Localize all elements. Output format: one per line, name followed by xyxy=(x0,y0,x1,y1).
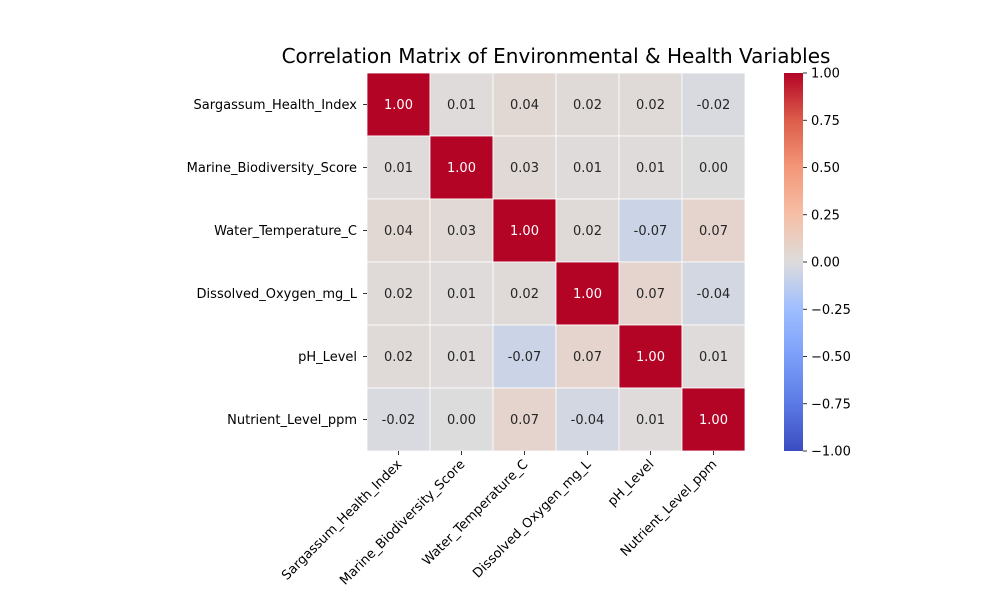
heatmap-cell xyxy=(366,72,431,137)
heatmap-cell-value: 0.00 xyxy=(447,413,476,428)
x-axis-tick-label: pH_Level xyxy=(605,457,657,509)
colorbar-tick-label: 0.25 xyxy=(811,208,840,223)
heatmap-cell-value: -0.02 xyxy=(697,98,731,113)
heatmap-cell-value: 0.01 xyxy=(636,161,665,176)
heatmap-cell-value: 1.00 xyxy=(384,98,413,113)
heatmap-cell-value: 1.00 xyxy=(699,413,728,428)
heatmap-cell xyxy=(618,387,683,452)
heatmap-cell-value: 0.02 xyxy=(573,224,602,239)
heatmap-cell-value: 0.03 xyxy=(447,224,476,239)
heatmap-cell xyxy=(618,261,683,326)
heatmap-cell xyxy=(555,324,620,389)
heatmap-cell-value: -0.07 xyxy=(634,224,668,239)
heatmap-cell-value: 0.07 xyxy=(573,350,602,365)
heatmap-cell-value: 0.07 xyxy=(699,224,728,239)
colorbar-tick-label: 0.50 xyxy=(811,161,840,176)
heatmap-cell-value: 0.02 xyxy=(636,98,665,113)
heatmap-cell-value: 1.00 xyxy=(573,287,602,302)
heatmap-cell xyxy=(429,198,494,263)
heatmap-cell xyxy=(366,261,431,326)
heatmap-cell xyxy=(366,198,431,263)
x-axis-tick-label: Water_Temperature_C xyxy=(420,457,532,569)
heatmap-cell-value: 0.00 xyxy=(699,161,728,176)
heatmap-cell xyxy=(681,324,746,389)
colorbar-tick-label: −1.00 xyxy=(811,445,851,460)
heatmap-cell-value: 0.01 xyxy=(447,287,476,302)
x-axis-tick-labels: Sargassum_Health_IndexMarine_Biodiversit… xyxy=(279,451,720,588)
heatmap-cell-value: 1.00 xyxy=(510,224,539,239)
colorbar-tick-label: −0.25 xyxy=(811,303,851,318)
x-axis-tick-label: Sargassum_Health_Index xyxy=(279,457,405,583)
heatmap-cell xyxy=(429,72,494,137)
heatmap-cell-value: 0.02 xyxy=(384,350,413,365)
y-axis-tick-label: Dissolved_Oxygen_mg_L xyxy=(197,287,358,302)
heatmap-cell-value: 0.07 xyxy=(636,287,665,302)
chart-title: Correlation Matrix of Environmental & He… xyxy=(282,44,831,68)
heatmap-cell-value: -0.04 xyxy=(697,287,731,302)
heatmap-cell-value: 0.01 xyxy=(447,98,476,113)
colorbar-gradient xyxy=(784,73,803,451)
y-axis-tick-labels: Sargassum_Health_Index Marine_Biodiversit… xyxy=(187,98,367,428)
heatmap-cell-value: 0.02 xyxy=(573,98,602,113)
heatmap-cell xyxy=(681,261,746,326)
heatmap-cell-value: 0.02 xyxy=(510,287,539,302)
heatmap-cell xyxy=(681,72,746,137)
heatmap-cell-value: 1.00 xyxy=(636,350,665,365)
heatmap-cell-value: 0.01 xyxy=(384,161,413,176)
heatmap-cell-value: 0.02 xyxy=(384,287,413,302)
heatmap-cell xyxy=(681,135,746,200)
heatmap-cell xyxy=(681,198,746,263)
heatmap-cell-value: 1.00 xyxy=(447,161,476,176)
colorbar-tick-label: −0.75 xyxy=(811,397,851,412)
heatmap-cell xyxy=(366,387,431,452)
x-axis-tick-label: Dissolved_Oxygen_mg_L xyxy=(470,457,595,582)
y-axis-tick-label: Water_Temperature_C xyxy=(214,224,357,239)
heatmap-cell xyxy=(618,324,683,389)
x-axis-tick-label: Marine_Biodiversity_Score xyxy=(337,457,468,588)
heatmap-cell-value: 0.01 xyxy=(573,161,602,176)
colorbar-tick-label: −0.50 xyxy=(811,350,851,365)
heatmap-cell-value: -0.07 xyxy=(508,350,542,365)
heatmap-cell-value: 0.03 xyxy=(510,161,539,176)
y-axis-tick-label: Sargassum_Health_Index xyxy=(194,98,358,113)
heatmap-cell xyxy=(366,324,431,389)
y-axis-tick-label: pH_Level xyxy=(298,350,357,365)
heatmap-cell xyxy=(492,72,557,137)
y-axis-tick-label: Marine_Biodiversity_Score xyxy=(187,161,357,176)
colorbar-tick-label: 1.00 xyxy=(811,67,840,82)
heatmap-cell xyxy=(492,324,557,389)
heatmap-cell-value: 0.07 xyxy=(510,413,539,428)
heatmap-cell xyxy=(618,72,683,137)
heatmap-cell-value: 0.01 xyxy=(447,350,476,365)
heatmap-cell-value: -0.02 xyxy=(382,413,416,428)
heatmap-cell xyxy=(492,261,557,326)
heatmap-cell-value: -0.04 xyxy=(571,413,605,428)
heatmap-cell xyxy=(555,72,620,137)
y-axis-tick-label: Nutrient_Level_ppm xyxy=(227,413,357,428)
heatmap-cell-value: 0.01 xyxy=(699,350,728,365)
heatmap-cell xyxy=(429,261,494,326)
heatmap-cell-value: 0.01 xyxy=(636,413,665,428)
colorbar-tick-label: 0.75 xyxy=(811,114,840,129)
colorbar-ticks: 1.00 0.75 0.50 0.25 0.00 −0.25 −0.50 −0.75 −1.00 xyxy=(803,67,851,460)
heatmap-cell xyxy=(555,198,620,263)
heatmap-cell-value: 0.04 xyxy=(510,98,539,113)
heatmap-cell xyxy=(429,135,494,200)
heatmap-cell xyxy=(555,261,620,326)
heatmap-cell xyxy=(555,135,620,200)
heatmap-cell-value: 0.04 xyxy=(384,224,413,239)
heatmap-cells: 1.00 0.01 0.04 0.02 0.02 -0.02 0.01 1.00 0.03 0.0… xyxy=(366,72,746,452)
heatmap-cell xyxy=(681,387,746,452)
colorbar-tick-label: 0.00 xyxy=(811,256,840,271)
colorbar: 1.00 0.75 0.50 0.25 0.00 −0.25 −0.50 −0.75 −1.00 xyxy=(784,67,851,460)
heatmap-cell xyxy=(618,198,683,263)
